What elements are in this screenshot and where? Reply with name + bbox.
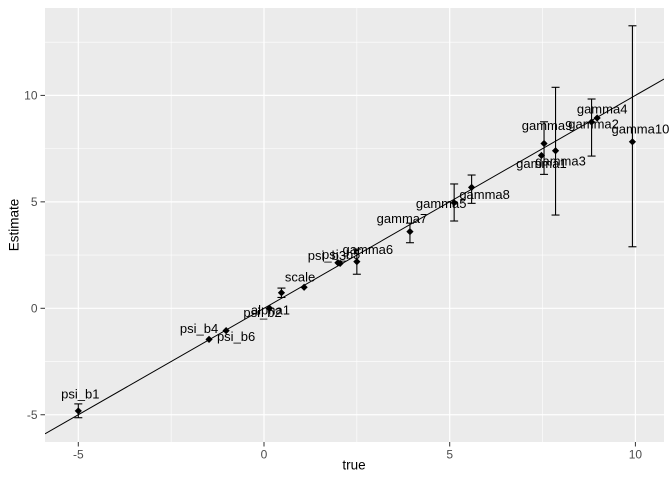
data-point-gamma9 xyxy=(540,139,548,148)
panel-content xyxy=(45,25,664,435)
data-point-gamma4 xyxy=(593,114,601,122)
x-axis-title: true xyxy=(342,457,366,473)
data-point-gamma1 xyxy=(537,151,546,160)
y-tick-label: 10 xyxy=(24,88,38,102)
identity-line xyxy=(45,78,664,435)
data-point-gamma2 xyxy=(587,118,596,126)
point-label-scale: scale xyxy=(285,270,315,285)
point-label-gamma7: gamma7 xyxy=(377,211,428,226)
data-point-gamma10 xyxy=(628,138,637,146)
point-label-psi_b4: psi_b4 xyxy=(180,321,218,336)
y-tick-label: -5 xyxy=(27,408,38,422)
x-tick-label: 5 xyxy=(446,448,453,462)
x-tick-label: -5 xyxy=(73,448,84,462)
point-label-psi_b2: psi_b2 xyxy=(243,305,281,320)
y-tick-label: 5 xyxy=(31,195,38,209)
data-point-gamma3 xyxy=(551,147,560,155)
data-point-gamma5 xyxy=(450,199,458,207)
x-tick-label: 0 xyxy=(261,448,268,462)
point-label-gamma10: gamma10 xyxy=(612,121,670,136)
data-point-psi_b1 xyxy=(74,407,82,415)
data-point-gamma6 xyxy=(353,258,361,266)
point-label-gamma1: gamma1 xyxy=(516,156,567,171)
plot-panel xyxy=(45,8,664,442)
data-point-scale xyxy=(300,283,308,291)
data-point-psi_b2 xyxy=(265,304,274,312)
data-point-psi_b5 xyxy=(336,259,344,267)
point-label-gamma5: gamma5 xyxy=(416,196,467,211)
point-label-psi_b6: psi_b6 xyxy=(217,329,255,344)
point-label-psi_b5: psi_b5 xyxy=(322,247,360,262)
x-tick-label: 10 xyxy=(629,448,643,462)
data-point-psi_b6 xyxy=(222,327,230,335)
point-label-psi_b1: psi_b1 xyxy=(61,386,99,401)
point-label-psi_b3: psi_b3 xyxy=(308,248,346,263)
y-tick-label: 0 xyxy=(31,301,38,315)
data-point-psi_b4 xyxy=(205,335,213,343)
data-point-gamma7 xyxy=(406,228,414,236)
point-label-gamma4: gamma4 xyxy=(577,101,628,116)
point-label-gamma8: gamma8 xyxy=(459,187,510,202)
point-label-gamma9: gamma9 xyxy=(522,118,573,133)
point-label-gamma3: gamma3 xyxy=(535,153,586,168)
point-label-gamma2: gamma2 xyxy=(568,117,619,132)
data-point-gamma8 xyxy=(468,183,476,191)
point-label-gamma6: gamma6 xyxy=(343,242,394,257)
data-point-alpha1 xyxy=(277,289,286,297)
y-axis-title: Estimate xyxy=(6,198,22,252)
point-label-alpha1: alpha1 xyxy=(251,302,290,317)
